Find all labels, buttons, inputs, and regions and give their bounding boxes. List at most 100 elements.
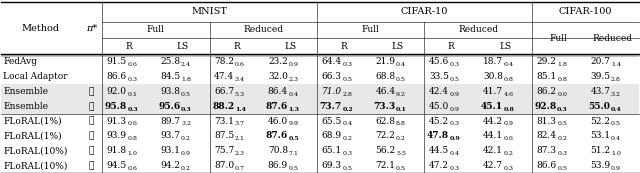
Text: 0.9: 0.9 xyxy=(181,151,191,156)
Text: 0.3: 0.3 xyxy=(127,107,138,112)
Text: 3.7: 3.7 xyxy=(235,121,245,126)
Text: 0.8: 0.8 xyxy=(504,77,513,82)
Text: 0.5: 0.5 xyxy=(396,166,406,171)
Text: 92.8: 92.8 xyxy=(534,102,557,111)
Text: 81.3: 81.3 xyxy=(536,117,557,126)
Text: Full: Full xyxy=(362,25,380,34)
Text: Method: Method xyxy=(22,24,60,33)
Text: 0.8: 0.8 xyxy=(557,77,567,82)
Text: 32.0: 32.0 xyxy=(268,72,288,81)
Text: 18.7: 18.7 xyxy=(483,57,503,66)
Text: 0.9: 0.9 xyxy=(450,107,460,112)
Text: 66.3: 66.3 xyxy=(322,72,342,81)
Text: 66.7: 66.7 xyxy=(214,87,234,96)
Text: 43.7: 43.7 xyxy=(590,87,611,96)
Text: 53.9: 53.9 xyxy=(590,161,611,170)
Text: 72.2: 72.2 xyxy=(376,131,396,140)
Text: 30.8: 30.8 xyxy=(483,72,503,81)
Text: Full: Full xyxy=(147,25,164,34)
Text: 47.2: 47.2 xyxy=(429,161,449,170)
Text: Full: Full xyxy=(550,34,568,43)
Text: CIFAR-100: CIFAR-100 xyxy=(559,7,612,16)
Text: π*: π* xyxy=(86,24,97,33)
Text: 2.1: 2.1 xyxy=(235,136,245,141)
Text: 0.4: 0.4 xyxy=(342,121,353,126)
Text: 2.3: 2.3 xyxy=(235,151,245,156)
Text: 91.3: 91.3 xyxy=(107,117,127,126)
Text: 1.3: 1.3 xyxy=(289,107,300,112)
Text: 2.3: 2.3 xyxy=(289,77,298,82)
Text: 56.2: 56.2 xyxy=(375,146,396,155)
Text: 84.5: 84.5 xyxy=(160,72,180,81)
Text: FLoRAL(10%): FLoRAL(10%) xyxy=(3,161,68,170)
Text: 0.2: 0.2 xyxy=(342,136,352,141)
Text: 47.4: 47.4 xyxy=(214,72,234,81)
Text: 1.0: 1.0 xyxy=(127,151,138,156)
Text: 0.3: 0.3 xyxy=(342,62,352,67)
Text: 0.8: 0.8 xyxy=(127,136,138,141)
Text: 86.6: 86.6 xyxy=(107,72,127,81)
Text: 0.9: 0.9 xyxy=(611,166,621,171)
Text: 41.7: 41.7 xyxy=(483,87,503,96)
Text: 93.1: 93.1 xyxy=(161,146,180,155)
Text: 86.2: 86.2 xyxy=(536,87,557,96)
Text: 0.3: 0.3 xyxy=(557,107,568,112)
Text: 7.1: 7.1 xyxy=(289,151,298,156)
Text: 0.2: 0.2 xyxy=(504,151,513,156)
Text: 0.3: 0.3 xyxy=(557,151,567,156)
Text: 51.2: 51.2 xyxy=(590,146,611,155)
Text: 71.0: 71.0 xyxy=(321,87,342,96)
Text: 0.7: 0.7 xyxy=(235,166,245,171)
Text: Ensemble: Ensemble xyxy=(3,102,48,111)
Text: 0.5: 0.5 xyxy=(557,166,567,171)
Text: 5.3: 5.3 xyxy=(235,92,245,97)
Text: 0.4: 0.4 xyxy=(289,92,299,97)
Text: LS: LS xyxy=(177,42,189,51)
Text: 68.9: 68.9 xyxy=(321,131,342,140)
Text: 42.1: 42.1 xyxy=(483,146,503,155)
Text: ✓: ✓ xyxy=(88,131,94,140)
Text: R: R xyxy=(125,42,132,51)
Text: 73.7: 73.7 xyxy=(319,102,342,111)
Text: 65.1: 65.1 xyxy=(321,146,342,155)
Text: 86.6: 86.6 xyxy=(536,161,557,170)
Text: R: R xyxy=(448,42,454,51)
Text: 0.2: 0.2 xyxy=(181,166,191,171)
Text: 23.2: 23.2 xyxy=(268,57,288,66)
Text: 87.5: 87.5 xyxy=(214,131,234,140)
Text: 0.6: 0.6 xyxy=(127,62,137,67)
Text: 1.8: 1.8 xyxy=(181,77,191,82)
Text: 62.8: 62.8 xyxy=(376,117,396,126)
Bar xyxy=(1,99,639,114)
Text: 0.3: 0.3 xyxy=(504,166,513,171)
Text: 45.2: 45.2 xyxy=(429,117,449,126)
Text: R: R xyxy=(233,42,240,51)
Text: 93.9: 93.9 xyxy=(107,131,127,140)
Text: 0.5: 0.5 xyxy=(289,136,299,141)
Text: 0.4: 0.4 xyxy=(504,62,513,67)
Text: LS: LS xyxy=(392,42,404,51)
Text: Local Adaptor: Local Adaptor xyxy=(3,72,68,81)
Text: 0.6: 0.6 xyxy=(235,62,244,67)
Text: 0.2: 0.2 xyxy=(181,136,191,141)
Text: 87.6: 87.6 xyxy=(266,102,288,111)
Text: MNIST: MNIST xyxy=(191,7,228,16)
Text: 5.5: 5.5 xyxy=(396,151,406,156)
Text: LS: LS xyxy=(499,42,511,51)
Text: 69.3: 69.3 xyxy=(322,161,342,170)
Text: 9.2: 9.2 xyxy=(396,92,406,97)
Text: 1.4: 1.4 xyxy=(235,107,246,112)
Text: CIFAR-10: CIFAR-10 xyxy=(401,7,448,16)
Text: 0.1: 0.1 xyxy=(127,92,138,97)
Text: 85.1: 85.1 xyxy=(536,72,557,81)
Text: 68.8: 68.8 xyxy=(375,72,396,81)
Text: 0.5: 0.5 xyxy=(289,166,298,171)
Text: 91.5: 91.5 xyxy=(107,57,127,66)
Text: 0.0: 0.0 xyxy=(557,92,567,97)
Text: 86.4: 86.4 xyxy=(268,87,288,96)
Text: 0.4: 0.4 xyxy=(611,136,621,141)
Text: 21.9: 21.9 xyxy=(376,57,396,66)
Text: 46.4: 46.4 xyxy=(375,87,396,96)
Text: 75.7: 75.7 xyxy=(214,146,234,155)
Text: 95.6: 95.6 xyxy=(158,102,180,111)
